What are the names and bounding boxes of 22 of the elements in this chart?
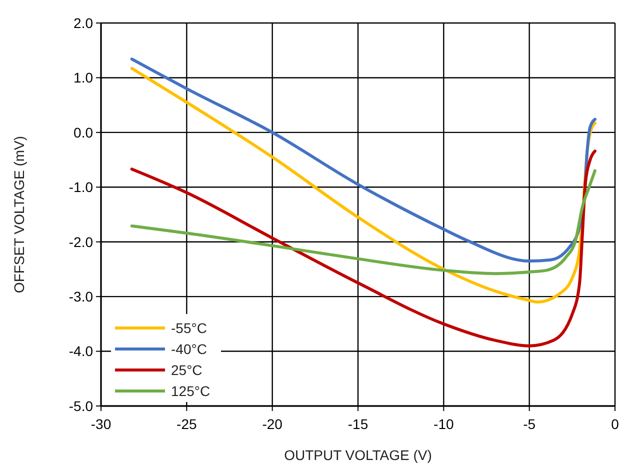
x-axis-title: OUTPUT VOLTAGE (V) — [284, 447, 432, 463]
x-tick-label: -25 — [176, 416, 197, 432]
x-tick-label: -5 — [523, 416, 536, 432]
y-tick-label: -1.0 — [68, 179, 94, 196]
legend-label: 125°C — [171, 382, 210, 399]
y-tick-label: 0.0 — [74, 124, 94, 140]
x-tick-label: -10 — [434, 416, 454, 432]
legend-label: 25°C — [171, 362, 202, 378]
y-tick-label: -4.0 — [68, 343, 94, 360]
legend-label: -40°C — [171, 340, 207, 357]
y-tick-label: 1.0 — [74, 70, 94, 86]
y-tick-label: -3.0 — [68, 288, 94, 304]
y-tick-label: -5.0 — [68, 398, 94, 414]
y-axis-title: OFFSET VOLTAGE (mV) — [11, 136, 27, 294]
x-tick-label: -15 — [348, 416, 368, 432]
y-tick-label: -2.0 — [68, 234, 94, 250]
legend-label: -55°C — [171, 320, 207, 336]
y-tick-label: 2.0 — [74, 14, 94, 31]
x-tick-label: -20 — [262, 416, 283, 432]
x-tick-label: 0 — [611, 416, 620, 432]
x-tick-label: -30 — [90, 416, 112, 432]
line-series — [130, 169, 596, 276]
